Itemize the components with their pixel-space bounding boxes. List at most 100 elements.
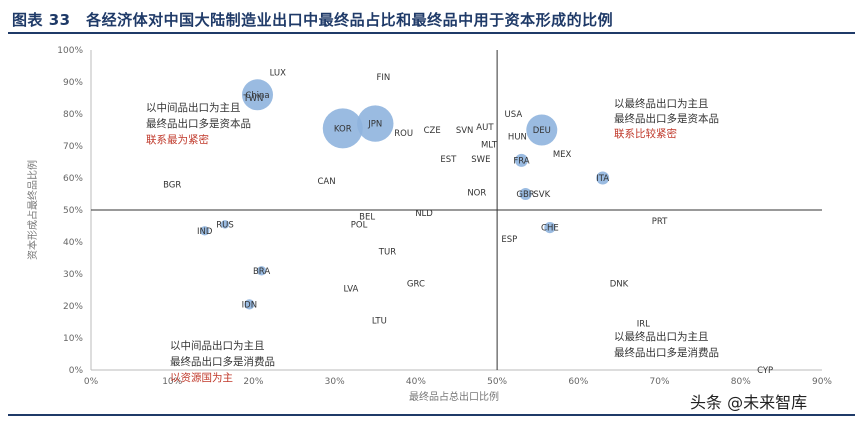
- annotation-br-line2: 最终品出口多是消费品: [614, 346, 719, 359]
- annotation-bl-line2: 最终品出口多是消费品: [170, 355, 275, 368]
- title-bar: 图表 33 各经济体对中国大陆制造业出口中最终品占比和最终品中用于资本形成的比例: [8, 6, 855, 34]
- bubble-deu: [526, 114, 558, 146]
- grid-layer: [90, 50, 822, 371]
- point-label-dnk: DNK: [610, 280, 629, 290]
- point-label-mex: MEX: [553, 150, 572, 160]
- x-tick-label: 90%: [812, 377, 832, 387]
- point-label-tur: TUR: [378, 248, 396, 258]
- chart-title: 图表 33 各经济体对中国大陆制造业出口中最终品占比和最终品中用于资本形成的比例: [12, 11, 614, 29]
- point-label-idn: IDN: [242, 300, 257, 310]
- annotation-bl-line1: 以中间品出口为主且: [170, 339, 265, 352]
- y-tick-label: 80%: [63, 110, 83, 120]
- point-label-nor: NOR: [467, 188, 486, 198]
- bubble-idn: [244, 299, 255, 310]
- y-axis-label: 资本形成占最终品比例: [26, 160, 39, 260]
- point-label-pol: POL: [351, 220, 368, 230]
- bubble-gbr: [519, 187, 532, 201]
- bubble-fra: [514, 153, 528, 167]
- bottom-rule: [8, 414, 855, 416]
- point-label-nld: NLD: [415, 209, 433, 219]
- y-tick-label: 30%: [63, 270, 83, 280]
- point-label-twn: TWN: [242, 94, 263, 104]
- annotation-tr-line2: 最终品出口多是资本品: [614, 112, 719, 125]
- point-label-irl: IRL: [637, 320, 650, 330]
- point-label-fra: FRA: [513, 156, 529, 166]
- point-label-rou: ROU: [394, 129, 413, 139]
- point-label-hun: HUN: [508, 132, 527, 142]
- bubble-jpn: [357, 105, 394, 142]
- point-label-china: China: [245, 91, 269, 101]
- x-tick-label: 40%: [406, 377, 426, 387]
- point-label-svn: SVN: [456, 126, 474, 136]
- point-label-fin: FIN: [377, 73, 391, 83]
- bubble-che: [544, 222, 556, 234]
- bubble-bra: [256, 266, 267, 276]
- point-label-prt: PRT: [652, 217, 668, 227]
- point-label-kor: KOR: [334, 124, 352, 134]
- point-label-lux: LUX: [270, 68, 287, 78]
- annotation-top-left: 以中间品出口为主且 最终品出口多是资本品 联系最为紧密: [146, 101, 251, 146]
- annotation-bl-line3: 以资源国为主: [170, 371, 233, 384]
- y-tick-label: 90%: [63, 78, 83, 88]
- x-tick-label: 20%: [243, 377, 263, 387]
- x-tick-label: 10%: [162, 377, 182, 387]
- bubble-kor: [322, 108, 363, 149]
- point-label-ltu: LTU: [372, 316, 387, 326]
- point-label-swe: SWE: [471, 155, 490, 165]
- bubble-rus: [220, 220, 230, 229]
- bubble-china: [242, 79, 274, 111]
- x-tick-label: 70%: [650, 377, 670, 387]
- tick-layer: 0% 10% 20% 30% 40% 50% 60% 70% 80% 90% 0% 10% 20% 30%…: [57, 46, 832, 387]
- annotation-tl-line2: 最终品出口多是资本品: [146, 117, 251, 130]
- annotation-top-right: 以最终品出口为主且 最终品出口多是资本品 联系比较紧密: [614, 97, 719, 140]
- point-label-aut: AUT: [476, 123, 494, 133]
- y-tick-label: 40%: [63, 238, 83, 248]
- x-tick-label: 60%: [568, 377, 588, 387]
- y-tick-label: 20%: [63, 302, 83, 312]
- point-label-mlt: MLT: [481, 140, 498, 150]
- point-label-est: EST: [440, 155, 457, 165]
- point-label-rus: RUS: [216, 220, 234, 230]
- point-label-cyp: CYP: [757, 366, 773, 376]
- point-label-usa: USA: [505, 110, 523, 120]
- annotation-tr-line3: 联系比较紧密: [614, 127, 677, 140]
- x-tick-label: 80%: [731, 377, 751, 387]
- annotation-br-line1: 以最终品出口为主且: [614, 330, 709, 343]
- point-label-che: CHE: [541, 224, 559, 234]
- y-tick-label: 50%: [63, 206, 83, 216]
- point-label-ita: ITA: [596, 174, 609, 184]
- x-tick-label: 0%: [84, 377, 99, 387]
- point-label-jpn: JPN: [367, 120, 382, 130]
- y-tick-label: 0%: [69, 366, 84, 376]
- bubble-layer: [200, 79, 610, 310]
- annotation-bottom-right: 以最终品出口为主且 最终品出口多是消费品: [614, 330, 719, 359]
- point-label-svk: SVK: [533, 190, 550, 200]
- point-label-cze: CZE: [424, 126, 441, 136]
- point-label-can: CAN: [317, 177, 335, 187]
- y-tick-label: 100%: [57, 46, 83, 56]
- annotation-tl-line3: 联系最为紧密: [146, 133, 209, 146]
- y-tick-label: 60%: [63, 174, 83, 184]
- bubble-ita: [596, 171, 610, 185]
- point-label-gbr: GBR: [516, 190, 534, 200]
- watermark: 头条 @未来智库: [690, 393, 808, 412]
- x-axis-label: 最终品占总出口比例: [409, 390, 499, 403]
- x-tick-label: 50%: [487, 377, 507, 387]
- annotation-bottom-left: 以中间品出口为主且 最终品出口多是消费品 以资源国为主: [170, 339, 275, 384]
- bubble-ind: [200, 226, 210, 236]
- point-label-deu: DEU: [533, 126, 551, 136]
- annotation-tl-line1: 以中间品出口为主且: [146, 101, 241, 114]
- point-label-lva: LVA: [343, 284, 358, 294]
- point-label-bra: BRA: [253, 267, 270, 277]
- x-tick-label: 30%: [325, 377, 345, 387]
- point-label-bgr: BGR: [163, 180, 181, 190]
- point-label-grc: GRC: [407, 280, 425, 290]
- point-label-ind: IND: [197, 227, 213, 237]
- point-label-bel: BEL: [359, 212, 375, 222]
- y-tick-label: 10%: [63, 334, 83, 344]
- annotation-tr-line1: 以最终品出口为主且: [614, 97, 709, 110]
- point-label-esp: ESP: [501, 235, 517, 245]
- y-tick-label: 70%: [63, 142, 83, 152]
